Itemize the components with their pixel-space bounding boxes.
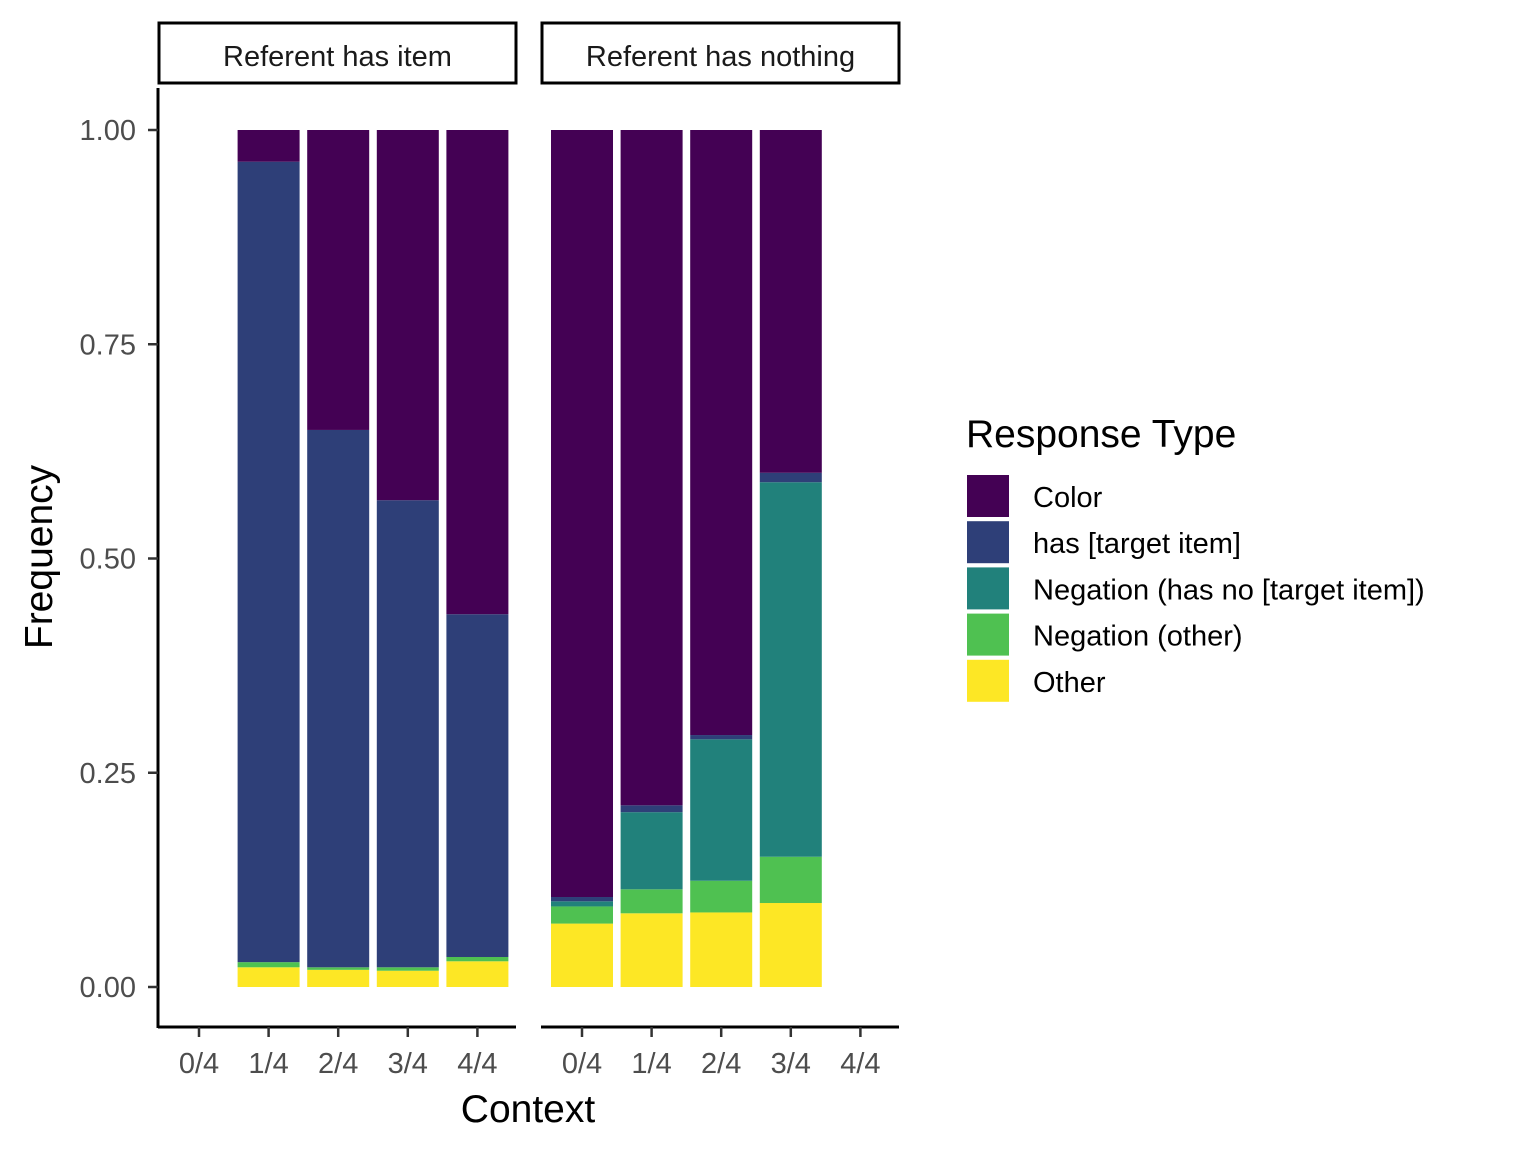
bar-segment-other (376, 970, 439, 987)
bar-segment-other (759, 903, 822, 987)
legend-label: Negation (has no [target item]) (1033, 574, 1425, 606)
x-tick-label: 0/4 (179, 1048, 219, 1080)
y-axis-title: Frequency (18, 464, 61, 649)
bar-segment-negation-other (307, 967, 370, 970)
bar-segment-has-target-item (237, 161, 300, 963)
panel-referent-has-item: Referent has item (157, 21, 518, 987)
bar-segment-other (446, 961, 509, 987)
y-tick-label: 1.00 (80, 115, 136, 147)
panels-layer: Referent has item Referent has nothing (157, 21, 901, 987)
facet-strip-label: Referent has item (223, 41, 452, 73)
bar-segment-color (307, 130, 370, 430)
bar-1-4 (237, 130, 300, 987)
bar-2-4 (307, 130, 370, 987)
x-tick-label: 2/4 (318, 1048, 358, 1080)
bar-segment-negation-has-no-target-item (759, 482, 822, 857)
x-tick-label: 1/4 (248, 1048, 288, 1080)
bar-segment-negation-other (690, 880, 753, 913)
bar-1-4 (620, 130, 683, 987)
bar-segment-has-target-item (307, 429, 370, 968)
bar-segment-negation-has-no-target-item (690, 739, 753, 881)
legend-swatch (967, 613, 1009, 656)
x-tick-label: 3/4 (771, 1048, 811, 1080)
legend-label: Negation (other) (1033, 621, 1243, 653)
bar-segment-color (237, 130, 300, 162)
panel-referent-has-nothing: Referent has nothing (540, 21, 901, 987)
legend-label: Color (1033, 482, 1103, 514)
bar-segment-color (446, 130, 509, 615)
bar-0-4 (551, 130, 613, 987)
bar-segment-negation-other (759, 856, 822, 904)
bar-segment-negation-has-no-target-item (551, 901, 613, 907)
x-tick-label: 4/4 (840, 1048, 880, 1080)
bar-segment-other (307, 969, 370, 987)
bar-segment-has-target-item (551, 897, 613, 902)
legend-label: Other (1033, 667, 1106, 699)
y-tick-label: 0.00 (80, 972, 136, 1004)
facet-strip (157, 21, 518, 85)
axes-layer: 0/4 1/4 2/4 3/4 4/4 0/4 1/4 2/4 3/4 4/4 0.00 0.25 0.… (80, 88, 899, 1080)
bar-segment-other (237, 967, 300, 987)
bar-segment-negation-has-no-target-item (620, 812, 683, 890)
bar-segment-negation-other (446, 957, 509, 962)
bar-segment-color (551, 130, 613, 898)
bar-segment-negation-other (237, 962, 300, 968)
x-tick-label: 2/4 (701, 1048, 741, 1080)
bar-segment-has-target-item (620, 805, 683, 813)
y-tick-label: 0.50 (80, 544, 136, 576)
bar-segment-negation-other (376, 967, 439, 971)
legend-label: has [target item] (1033, 528, 1241, 560)
bar-segment-color (759, 130, 822, 473)
legend-item-other: Other (967, 659, 1106, 702)
bar-segment-has-target-item (446, 614, 509, 958)
bar-segment-negation-other (551, 906, 613, 924)
bar-segment-negation-other (620, 889, 683, 914)
x-tick-label: 1/4 (631, 1048, 671, 1080)
bar-3-4 (759, 130, 822, 987)
legend-item-has-target-item: has [target item] (967, 521, 1241, 564)
bar-segment-other (551, 923, 613, 987)
y-tick-label: 0.75 (80, 329, 136, 361)
x-tick-label: 3/4 (388, 1048, 428, 1080)
facet-strip (540, 21, 901, 85)
legend-swatch (967, 475, 1009, 517)
bar-segment-has-target-item (690, 735, 753, 740)
legend-title: Response Type (966, 413, 1236, 456)
facet-strip-label: Referent has nothing (586, 41, 855, 73)
bar-3-4 (376, 130, 439, 987)
legend: Color has [target item] Negation (has no [… (967, 475, 1425, 702)
y-tick-label: 0.25 (80, 758, 136, 790)
bar-2-4 (690, 130, 753, 987)
x-tick-label: 0/4 (562, 1048, 602, 1080)
bar-segment-other (690, 912, 753, 987)
legend-swatch (967, 521, 1009, 564)
legend-swatch (967, 567, 1009, 610)
bar-segment-color (690, 130, 753, 736)
legend-item-color: Color (967, 475, 1103, 517)
bar-segment-other (620, 913, 683, 987)
bar-segment-has-target-item (759, 472, 822, 483)
legend-item-negation-has-no-target-item: Negation (has no [target item]) (967, 567, 1425, 610)
legend-item-negation-other: Negation (other) (967, 613, 1243, 656)
bar-4-4 (446, 130, 509, 987)
x-tick-label: 4/4 (457, 1048, 497, 1080)
bar-segment-color (376, 130, 439, 501)
x-axis-title: Context (461, 1088, 596, 1131)
legend-swatch (967, 659, 1009, 702)
bar-segment-has-target-item (376, 500, 439, 968)
bar-segment-color (620, 130, 683, 806)
